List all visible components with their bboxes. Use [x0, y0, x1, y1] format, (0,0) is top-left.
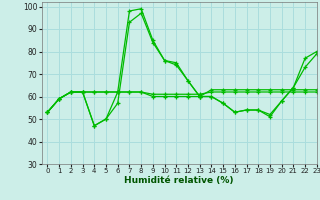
X-axis label: Humidité relative (%): Humidité relative (%): [124, 176, 234, 185]
